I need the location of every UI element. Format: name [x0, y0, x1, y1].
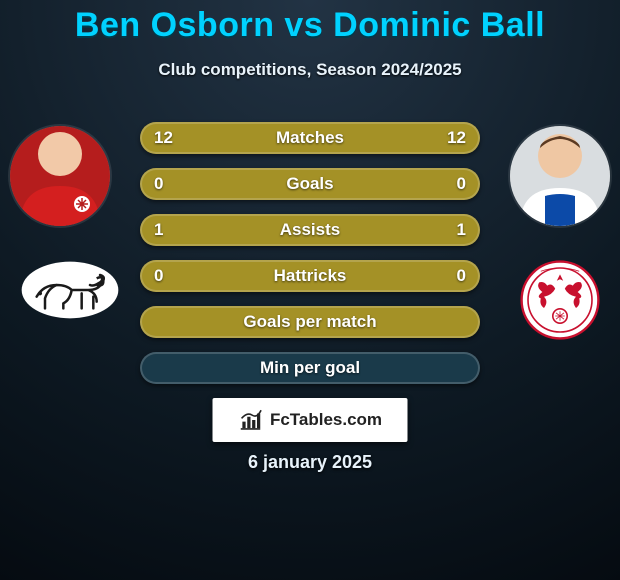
person-icon: [10, 126, 110, 226]
stat-right-value: 0: [457, 168, 466, 200]
person-icon: [510, 126, 610, 226]
stat-label: Hattricks: [274, 266, 347, 286]
stat-right-value: 12: [447, 122, 466, 154]
player-left-avatar: [10, 126, 110, 226]
stat-row-assists: 1 Assists 1: [140, 214, 480, 246]
stat-row-goals: 0 Goals 0: [140, 168, 480, 200]
stat-bars: 12 Matches 12 0 Goals 0 1 Assists 1 0 Ha…: [140, 122, 480, 398]
page-subtitle: Club competitions, Season 2024/2025: [0, 60, 620, 80]
footer-brand: FcTables.com: [213, 398, 408, 442]
stat-right-value: 0: [457, 260, 466, 292]
shield-icon: [520, 260, 600, 340]
stat-left-value: 12: [154, 122, 173, 154]
stat-label: Goals: [286, 174, 333, 194]
player-right-avatar: [510, 126, 610, 226]
stat-left-value: 0: [154, 168, 163, 200]
stat-right-value: 1: [457, 214, 466, 246]
club-right-badge: [520, 260, 600, 340]
page-date: 6 january 2025: [0, 452, 620, 473]
stat-left-value: 1: [154, 214, 163, 246]
club-left-badge: [20, 260, 120, 320]
stat-label: Matches: [276, 128, 344, 148]
stat-label: Min per goal: [260, 358, 360, 378]
stat-row-matches: 12 Matches 12: [140, 122, 480, 154]
stat-row-goals-per-match: Goals per match: [140, 306, 480, 338]
stat-row-hattricks: 0 Hattricks 0: [140, 260, 480, 292]
stat-label: Assists: [280, 220, 340, 240]
ram-icon: [20, 260, 120, 320]
stat-row-min-per-goal: Min per goal: [140, 352, 480, 384]
stat-label: Goals per match: [243, 312, 376, 332]
footer-brand-text: FcTables.com: [270, 410, 382, 430]
bar-chart-icon: [238, 407, 264, 433]
page-title: Ben Osborn vs Dominic Ball: [0, 6, 620, 45]
stat-left-value: 0: [154, 260, 163, 292]
